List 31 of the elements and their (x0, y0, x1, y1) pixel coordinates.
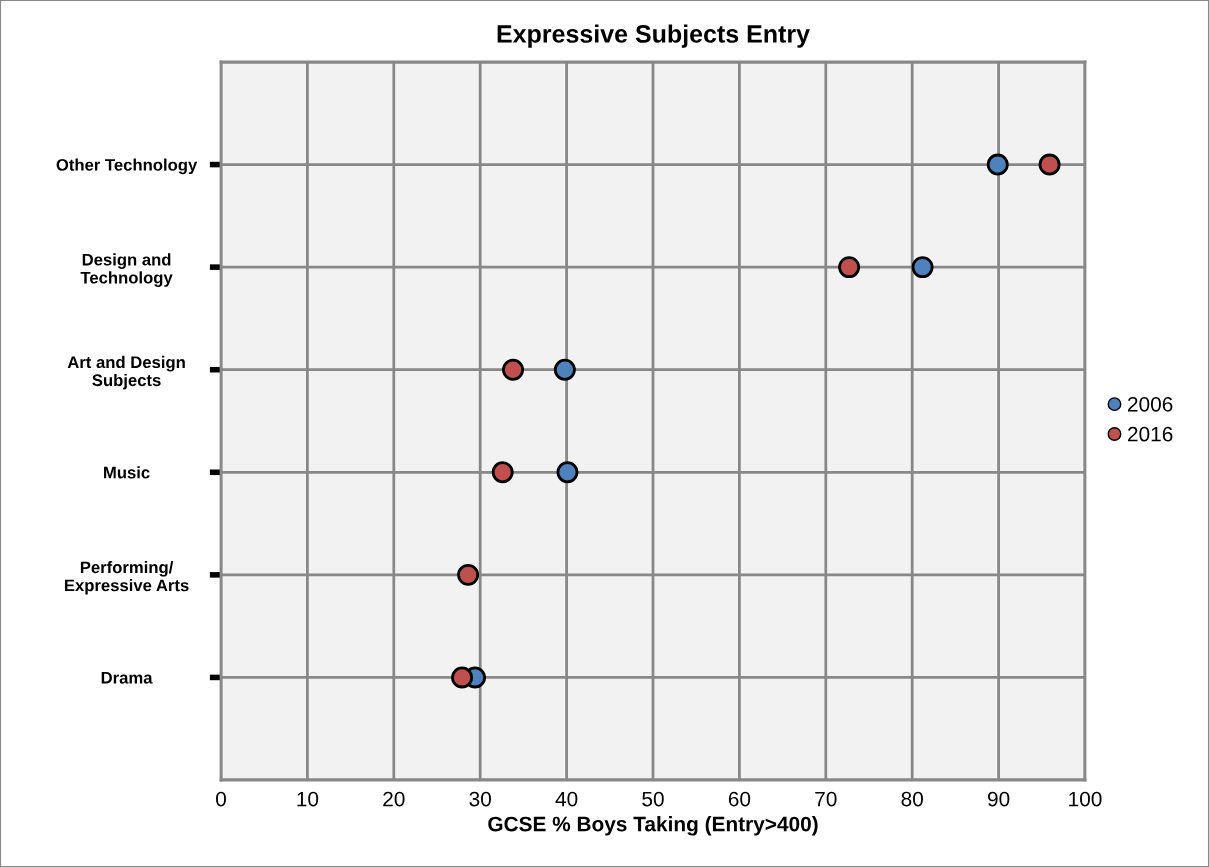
x-tick-label: 10 (297, 791, 319, 807)
x-tick-label: 90 (987, 791, 1010, 807)
y-tick-label: Drama (101, 672, 153, 684)
point (457, 563, 480, 586)
y-tick-label: Art and Design Subjects (67, 355, 185, 390)
x-axis-title: GCSE % Boys Taking (Entry>400) (488, 816, 818, 836)
y-tick-label: Music (104, 466, 150, 479)
y-tick-label: Performing/ Expressive Arts (64, 561, 189, 595)
point (556, 461, 579, 484)
point (838, 256, 861, 279)
point (491, 461, 514, 484)
x-tick-label: 30 (469, 791, 491, 807)
x-tick-label: 50 (642, 791, 664, 807)
point (911, 256, 934, 279)
x-tick-label: 0 (216, 791, 226, 807)
legend-label: 2006 (1128, 396, 1173, 412)
x-tick-label: 100 (1069, 791, 1102, 807)
legend-label: 2016 (1128, 426, 1173, 442)
point (553, 358, 576, 381)
chart-title: Expressive Subjects Entry (497, 24, 810, 48)
point (1038, 153, 1061, 176)
x-tick-label: 80 (901, 791, 923, 807)
point (451, 666, 474, 689)
point (986, 153, 1009, 176)
y-tick-label: Other Technology (56, 158, 198, 175)
x-tick-label: 70 (815, 791, 837, 807)
point (502, 358, 524, 381)
x-tick-label: 60 (728, 791, 751, 807)
y-tick-label: Design and Technology (80, 253, 173, 287)
x-tick-label: 20 (383, 791, 405, 807)
x-tick-label: 40 (555, 791, 578, 807)
